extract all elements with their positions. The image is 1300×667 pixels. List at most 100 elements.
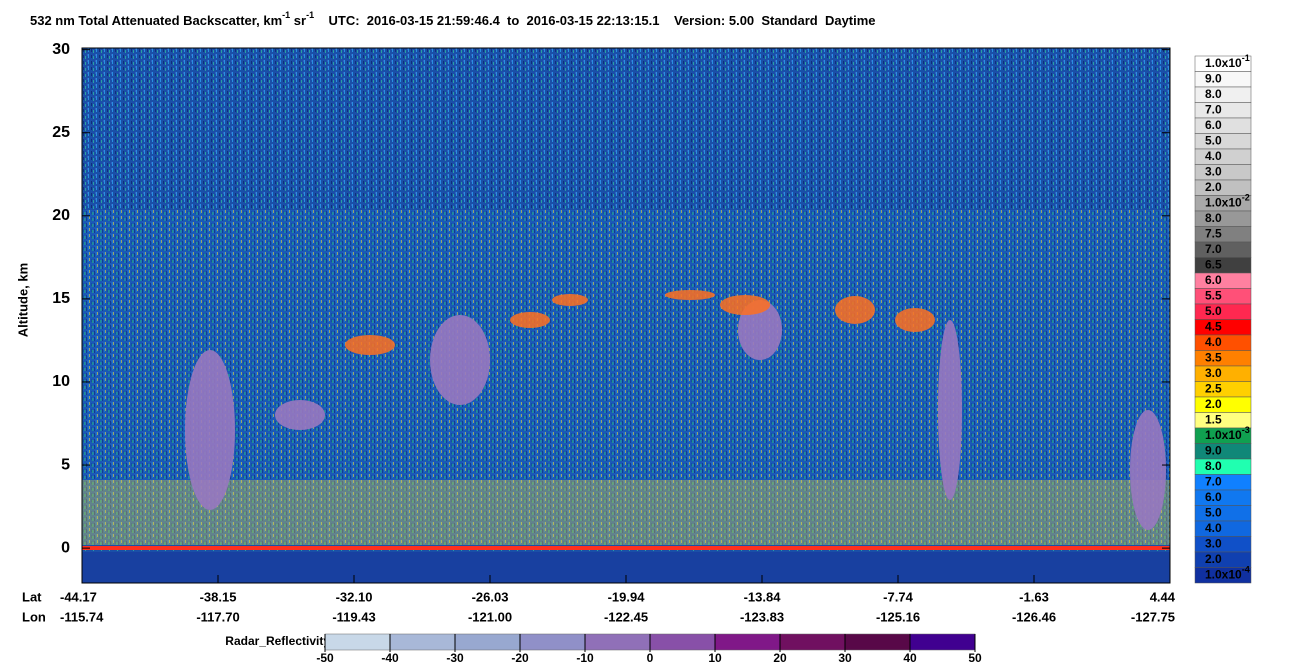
colorbar-label: 6.0 — [1205, 118, 1222, 132]
colorbar: 1.0x10-19.08.07.06.05.04.03.02.01.0x10-2… — [316, 53, 1252, 665]
colorbar-label-exp: -4 — [1242, 565, 1250, 575]
radar-colorbar-tick-label: 10 — [708, 651, 722, 665]
colorbar-label-exp: -2 — [1242, 193, 1250, 203]
colorbar-swatch — [1194, 210, 1252, 227]
colorbar-label: 1.0x10-1 — [1205, 53, 1250, 70]
colorbar-label: 6.0 — [1205, 273, 1222, 287]
radar-colorbar-tick-label: 40 — [903, 651, 917, 665]
y-tick-label: 5 — [61, 456, 70, 473]
x-tick-label: -125.16 — [876, 609, 920, 624]
colorbar-swatch — [1194, 536, 1252, 553]
colorbar-label: 4.0 — [1205, 521, 1222, 535]
x-tick-label: -122.45 — [604, 609, 648, 624]
x-tick-label: -13.84 — [744, 589, 782, 604]
x-tick-label: -38.15 — [200, 589, 237, 604]
colorbar-swatch — [1194, 241, 1252, 258]
colorbar-label: 3.0 — [1205, 536, 1222, 550]
radar-colorbar-tick-label: -50 — [316, 651, 334, 665]
colorbar-label: 7.0 — [1205, 242, 1222, 256]
colorbar-label: 2.5 — [1205, 381, 1222, 395]
x-tick-label: -115.74 — [60, 609, 104, 624]
colorbar-swatch — [1194, 567, 1252, 584]
colorbar-label: 4.5 — [1205, 319, 1222, 333]
colorbar-label: 7.0 — [1205, 474, 1222, 488]
colorbar-swatch — [1194, 365, 1252, 382]
x-tick-label: -44.17 — [60, 589, 97, 604]
radar-colorbar-tick-label: -10 — [576, 651, 594, 665]
colorbar-label: 7.0 — [1205, 102, 1222, 116]
colorbar-label: 3.0 — [1205, 366, 1222, 380]
colorbar-label: 4.0 — [1205, 149, 1222, 163]
colorbar-label: 1.0x10-3 — [1205, 425, 1250, 442]
y-tick-label: 20 — [52, 207, 70, 224]
x-tick-label: 4.44 — [1150, 589, 1176, 604]
colorbar-swatch — [1194, 288, 1252, 305]
y-tick-label: 25 — [52, 124, 70, 141]
colorbar-label: 9.0 — [1205, 443, 1222, 457]
colorbar-label: 9.0 — [1205, 71, 1222, 85]
colorbar-label: 6.0 — [1205, 490, 1222, 504]
colorbar-label: 2.0 — [1205, 180, 1222, 194]
colorbar-swatch — [1194, 133, 1252, 150]
colorbar-label: 5.0 — [1205, 133, 1222, 147]
radar-colorbar-swatch — [454, 633, 521, 651]
colorbar-label-base: 1.0x10 — [1205, 195, 1242, 209]
x-row-name: Lon — [22, 609, 46, 624]
colorbar-label: 6.5 — [1205, 257, 1222, 271]
colorbar-swatch — [1194, 520, 1252, 537]
colorbar-label: 5.0 — [1205, 505, 1222, 519]
colorbar-label-exp: -1 — [1242, 53, 1250, 63]
y-tick-label: 15 — [52, 290, 70, 307]
colorbar-label-base: 1.0x10 — [1205, 567, 1242, 581]
x-tick-label: -19.94 — [608, 589, 646, 604]
radar-colorbar-swatch — [909, 633, 976, 651]
colorbar-swatch — [1194, 71, 1252, 88]
colorbar-swatch — [1194, 489, 1252, 506]
chart-title: 532 nm Total Attenuated Backscatter, km-… — [30, 10, 876, 28]
x-tick-label: -127.75 — [1131, 609, 1175, 624]
colorbar-label-exp: -3 — [1242, 425, 1250, 435]
colorbar-swatch — [1194, 303, 1252, 320]
colorbar-label: 1.5 — [1205, 412, 1222, 426]
x-tick-label: -26.03 — [472, 589, 509, 604]
x-tick-label: -1.63 — [1019, 589, 1049, 604]
y-tick-label: 30 — [52, 41, 70, 58]
colorbar-swatch — [1194, 319, 1252, 336]
radar-colorbar-swatch — [584, 633, 651, 651]
colorbar-swatch — [1194, 226, 1252, 243]
radar-colorbar-tick-label: 20 — [773, 651, 787, 665]
colorbar-label-base: 1.0x10 — [1205, 428, 1242, 442]
colorbar-swatch — [1194, 257, 1252, 274]
colorbar-label: 1.0x10-2 — [1205, 193, 1250, 210]
x-tick-label: -126.46 — [1012, 609, 1056, 624]
colorbar-swatch — [1194, 102, 1252, 119]
radar-colorbar-swatch — [714, 633, 781, 651]
y-tick-label: 10 — [52, 373, 70, 390]
colorbar-swatch — [1194, 396, 1252, 413]
colorbar-label: 4.0 — [1205, 335, 1222, 349]
radar-colorbar-swatch — [844, 633, 911, 651]
radar-colorbar-tick-label: -40 — [381, 651, 399, 665]
radar-colorbar-swatch — [779, 633, 846, 651]
y-tick-label: 0 — [61, 539, 70, 556]
backscatter-image — [82, 48, 1170, 583]
radar-colorbar-swatch — [324, 633, 391, 651]
colorbar-swatch — [1194, 148, 1252, 165]
radar-colorbar-swatch — [519, 633, 586, 651]
colorbar-label: 7.5 — [1205, 226, 1222, 240]
radar-colorbar-tick-label: -30 — [446, 651, 464, 665]
x-tick-label: -121.00 — [468, 609, 512, 624]
colorbar-swatch — [1194, 164, 1252, 181]
x-tick-label: -32.10 — [336, 589, 373, 604]
colorbar-swatch — [1194, 505, 1252, 522]
radar-colorbar-swatch — [389, 633, 456, 651]
colorbar-swatch — [1194, 86, 1252, 103]
x-tick-label: -117.70 — [196, 609, 239, 624]
colorbar-swatch — [1194, 443, 1252, 460]
colorbar-label-base: 1.0x10 — [1205, 56, 1242, 70]
colorbar-label: 8.0 — [1205, 87, 1222, 101]
colorbar-label: 5.5 — [1205, 288, 1222, 302]
colorbar-swatch — [1194, 334, 1252, 351]
colorbar-label: 5.0 — [1205, 304, 1222, 318]
